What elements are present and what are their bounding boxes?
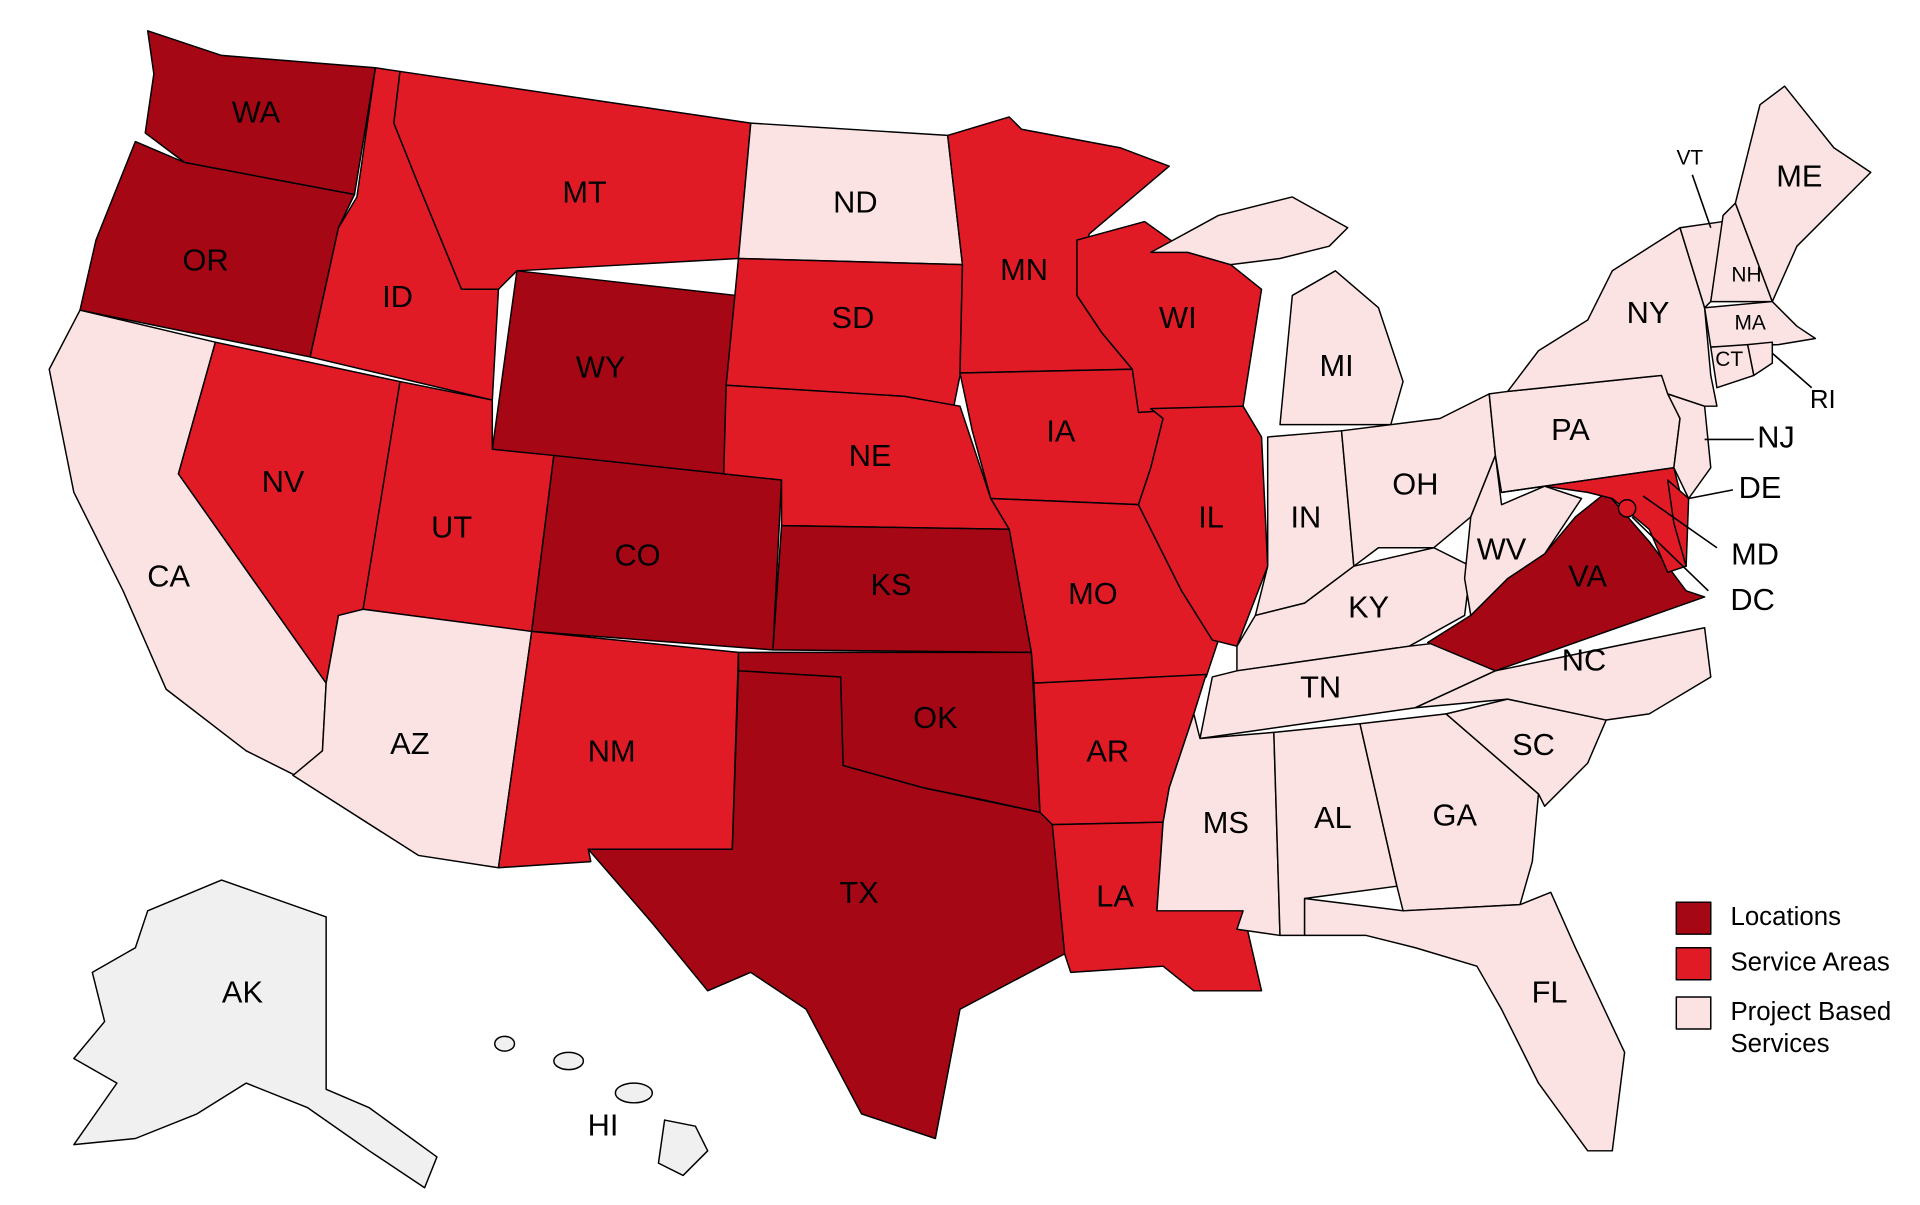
label-ia: IA <box>1046 413 1076 448</box>
label-tn: TN <box>1300 669 1341 704</box>
legend-swatch-project-based <box>1675 996 1712 1030</box>
label-az: AZ <box>390 726 429 761</box>
label-nv: NV <box>262 464 305 499</box>
label-or: OR <box>182 242 228 277</box>
label-nc: NC <box>1562 642 1606 677</box>
label-ma: MA <box>1734 311 1765 334</box>
label-wy: WY <box>576 349 626 384</box>
label-la: LA <box>1096 879 1134 914</box>
label-mo: MO <box>1068 576 1118 611</box>
label-ok: OK <box>913 700 958 735</box>
state-ak[interactable] <box>73 879 438 1189</box>
label-ga: GA <box>1433 797 1478 832</box>
state-ny[interactable] <box>1506 226 1718 407</box>
state-hi-maui[interactable] <box>614 1082 654 1104</box>
label-wv: WV <box>1477 532 1527 567</box>
legend-swatch-service-areas <box>1675 946 1712 981</box>
state-wv[interactable] <box>1463 454 1583 617</box>
label-ut: UT <box>431 509 472 544</box>
label-ms: MS <box>1203 805 1249 840</box>
label-mt: MT <box>562 175 607 210</box>
label-nj: NJ <box>1757 420 1795 455</box>
state-me[interactable] <box>1734 85 1872 303</box>
label-sd: SD <box>832 300 875 335</box>
label-mn: MN <box>1000 252 1048 287</box>
label-ak: AK <box>222 975 264 1010</box>
legend-label-service-areas: Service Areas <box>1730 949 1889 977</box>
legend-label-project-based-line2: Services <box>1730 1030 1829 1058</box>
state-nc[interactable] <box>1414 626 1712 721</box>
label-fl: FL <box>1532 975 1568 1010</box>
state-hi-kauai[interactable] <box>494 1035 516 1052</box>
state-dc[interactable] <box>1617 498 1637 518</box>
state-hi-oahu[interactable] <box>553 1051 585 1071</box>
label-in: IN <box>1290 500 1321 535</box>
label-wa: WA <box>232 95 281 130</box>
label-vt: VT <box>1676 146 1703 169</box>
legend-swatch-locations <box>1675 901 1712 935</box>
label-ny: NY <box>1627 295 1670 330</box>
state-ri[interactable] <box>1746 341 1774 377</box>
state-il[interactable] <box>1137 405 1269 647</box>
label-md: MD <box>1731 536 1779 571</box>
label-ar: AR <box>1086 733 1129 768</box>
label-ks: KS <box>871 567 912 602</box>
label-de: DE <box>1739 470 1782 505</box>
label-co: CO <box>614 538 660 573</box>
label-sc: SC <box>1512 727 1555 762</box>
label-va: VA <box>1568 559 1607 594</box>
label-ky: KY <box>1348 589 1389 624</box>
label-pa: PA <box>1551 412 1590 447</box>
state-de[interactable] <box>1666 479 1690 567</box>
state-mi-upper[interactable] <box>1150 196 1349 266</box>
label-nd: ND <box>833 184 877 219</box>
label-mi: MI <box>1320 348 1354 383</box>
label-wi: WI <box>1159 300 1197 335</box>
legend-label-project-based: Project Based <box>1730 998 1891 1026</box>
label-nm: NM <box>588 733 636 768</box>
state-tx[interactable] <box>587 670 1066 1140</box>
state-md[interactable] <box>1500 466 1687 574</box>
label-ri: RI <box>1810 386 1836 414</box>
label-dc: DC <box>1730 582 1774 617</box>
label-oh: OH <box>1392 466 1438 501</box>
label-ct: CT <box>1715 348 1743 371</box>
state-hi-big-island[interactable] <box>657 1119 709 1177</box>
label-ne: NE <box>849 438 892 473</box>
legend: Locations Service Areas Project Based Se… <box>1675 901 1891 1058</box>
label-tx: TX <box>839 875 878 910</box>
label-il: IL <box>1198 500 1224 535</box>
state-fl[interactable] <box>1303 891 1626 1152</box>
label-hi: HI <box>588 1108 619 1143</box>
label-ca: CA <box>147 559 190 594</box>
label-al: AL <box>1314 800 1352 835</box>
label-me: ME <box>1776 159 1822 194</box>
label-nh: NH <box>1731 263 1761 286</box>
label-id: ID <box>382 279 413 314</box>
legend-label-locations: Locations <box>1730 903 1841 931</box>
callout-lines <box>1631 174 1813 592</box>
